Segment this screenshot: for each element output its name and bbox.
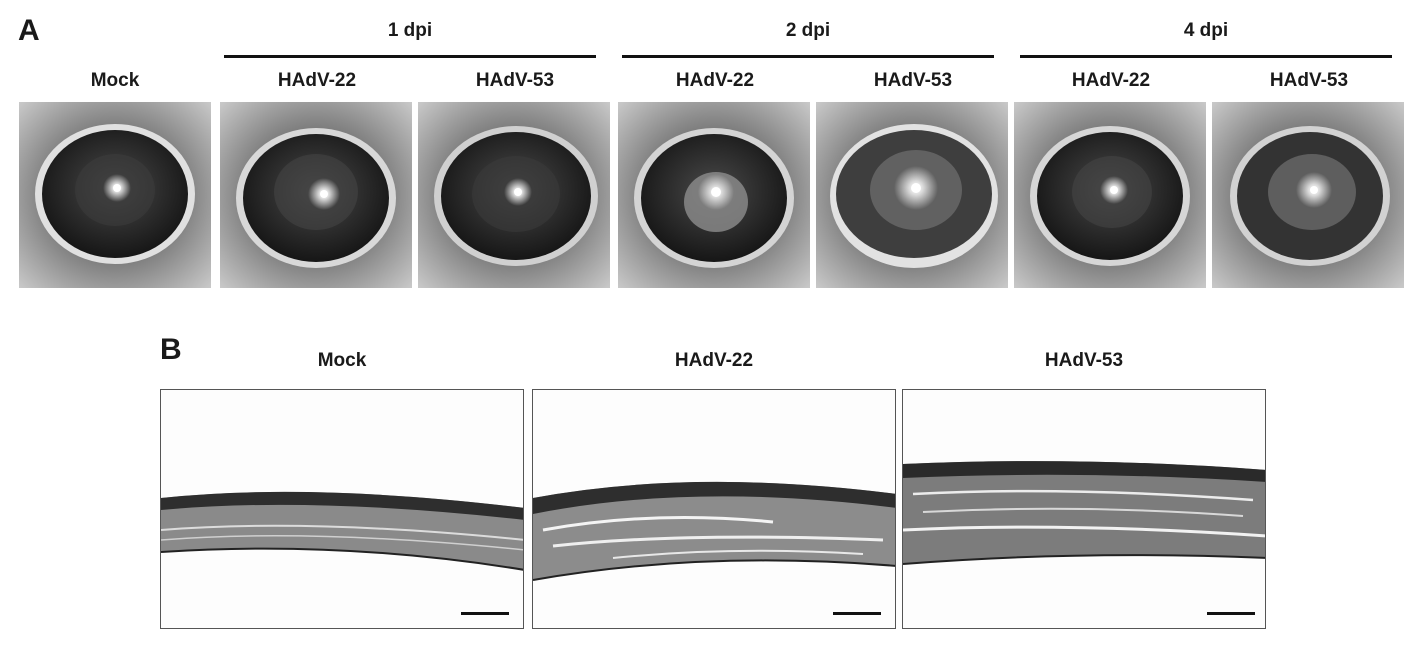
group-rule-2dpi [622, 55, 994, 58]
group-rule-4dpi [1020, 55, 1392, 58]
eye-photo-mock [19, 102, 211, 288]
col-label-hadv22-1dpi: HAdV-22 [277, 70, 357, 91]
col-label-hadv53-2dpi: HAdV-53 [873, 70, 953, 91]
eye-photo-hadv22-4dpi [1014, 102, 1206, 288]
group-label-4dpi: 4 dpi [1183, 20, 1229, 41]
eye-photo-hadv22-2dpi [618, 102, 810, 288]
scale-bar [833, 612, 881, 615]
col-label-mock: Mock [90, 70, 140, 91]
panel-a-letter: A [18, 14, 40, 47]
col-label-b-hadv22: HAdV-22 [674, 350, 754, 371]
col-label-b-mock: Mock [317, 350, 367, 371]
eye-photo-hadv53-4dpi [1212, 102, 1404, 288]
eye-photo-hadv53-2dpi [816, 102, 1008, 288]
col-label-hadv53-4dpi: HAdV-53 [1269, 70, 1349, 91]
scale-bar [461, 612, 509, 615]
panel-b-letter: B [160, 333, 182, 366]
histology-mock [160, 389, 524, 629]
scale-bar [1207, 612, 1255, 615]
group-label-1dpi: 1 dpi [387, 20, 433, 41]
group-label-2dpi: 2 dpi [785, 20, 831, 41]
eye-photo-hadv53-1dpi [418, 102, 610, 288]
col-label-hadv53-1dpi: HAdV-53 [475, 70, 555, 91]
histology-hadv53 [902, 389, 1266, 629]
histology-hadv22 [532, 389, 896, 629]
col-label-hadv22-2dpi: HAdV-22 [675, 70, 755, 91]
col-label-b-hadv53: HAdV-53 [1044, 350, 1124, 371]
group-rule-1dpi [224, 55, 596, 58]
col-label-hadv22-4dpi: HAdV-22 [1071, 70, 1151, 91]
eye-photo-hadv22-1dpi [220, 102, 412, 288]
